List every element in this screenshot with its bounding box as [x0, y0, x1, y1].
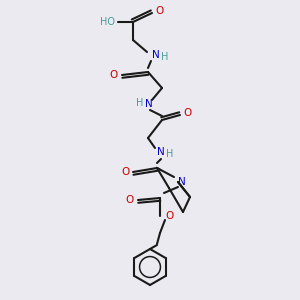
- Text: HO: HO: [100, 17, 115, 27]
- Text: N: N: [157, 147, 165, 157]
- Text: O: O: [165, 211, 173, 221]
- Text: H: H: [166, 149, 174, 159]
- Text: O: O: [110, 70, 118, 80]
- Text: O: O: [121, 167, 129, 177]
- Text: N: N: [145, 99, 153, 109]
- Text: O: O: [156, 6, 164, 16]
- Text: H: H: [161, 52, 168, 62]
- Text: N: N: [178, 177, 186, 187]
- Text: H: H: [136, 98, 144, 108]
- Text: N: N: [152, 50, 160, 60]
- Text: O: O: [126, 195, 134, 205]
- Text: O: O: [184, 108, 192, 118]
